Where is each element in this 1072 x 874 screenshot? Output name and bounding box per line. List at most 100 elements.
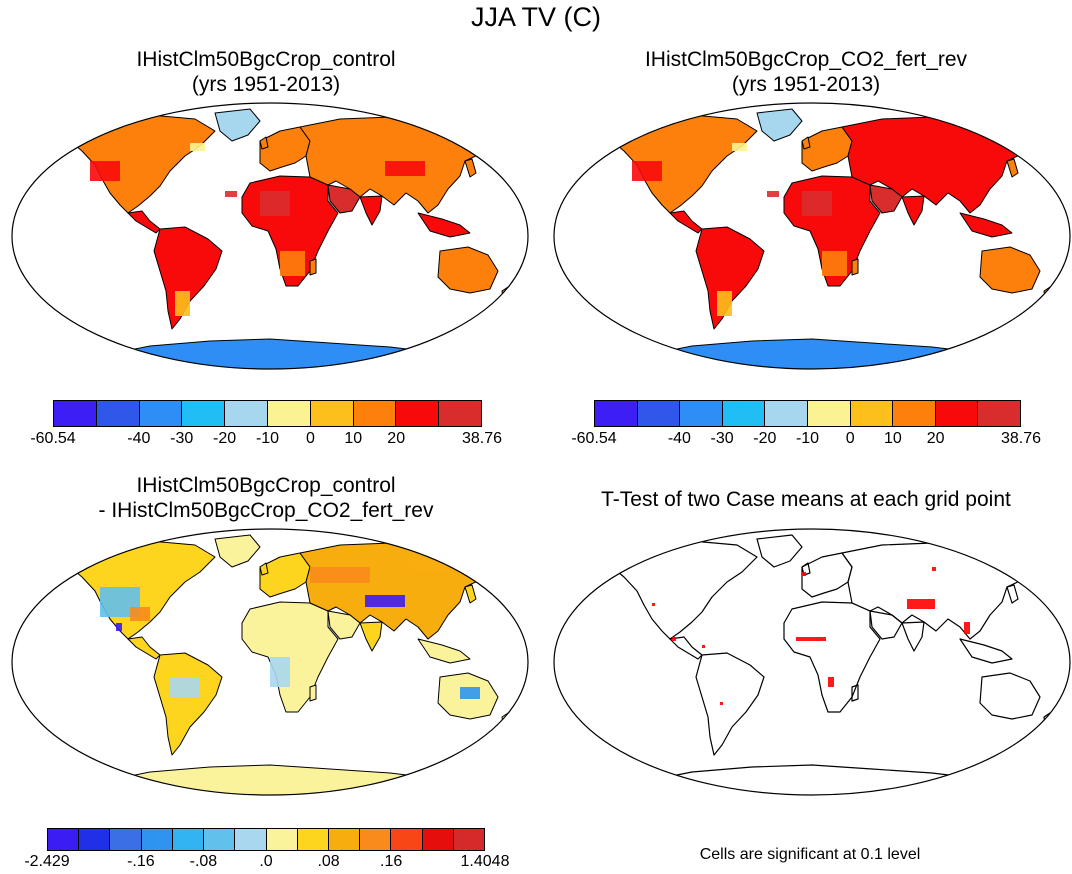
colorbar-tick-label: 20 — [387, 430, 406, 447]
colorbar-box — [267, 401, 311, 426]
colorbar-box — [722, 401, 766, 426]
colorbar-tick-label: .16 — [380, 853, 403, 870]
landmass-europe — [259, 126, 311, 172]
map-border — [11, 102, 529, 370]
landmass-europe — [259, 552, 311, 598]
colorbar-box — [182, 401, 226, 426]
landmass-antarctica — [631, 338, 1013, 369]
colorbar-tick-label: 38.76 — [1000, 430, 1042, 447]
colorbar-box — [893, 401, 936, 426]
landmass-madagascar — [851, 684, 859, 702]
colorbar-tick-label: 20 — [926, 430, 945, 447]
value-cell-cluster — [802, 191, 832, 216]
value-cell-cluster — [892, 161, 972, 181]
colorbar-control-labels: -60.54 -40 -30 -20 -10 0 10 20 38.76 — [30, 430, 502, 450]
landmass-india — [359, 621, 383, 652]
colorbar-box — [807, 401, 851, 426]
value-cell-cluster — [385, 161, 425, 176]
landmass-seasia — [417, 212, 471, 238]
significant-cell-cluster — [932, 567, 936, 571]
colorbar-box — [225, 401, 268, 426]
landmass-namerica — [609, 540, 758, 640]
landmass-camerica — [127, 636, 161, 660]
value-cell-cluster — [116, 623, 122, 631]
landmass-japan — [464, 584, 477, 604]
value-cell-cluster — [310, 567, 370, 583]
map-control — [11, 102, 529, 370]
colorbar-box — [850, 401, 894, 426]
map-co2 — [553, 102, 1071, 370]
landmass-arabia — [327, 610, 361, 640]
colorbar-box — [235, 829, 267, 850]
colorbar-box — [680, 401, 723, 426]
landmass-europe — [801, 552, 853, 598]
landmass-greenland — [756, 108, 803, 142]
significant-cell-cluster — [964, 622, 970, 634]
map-border — [553, 102, 1071, 370]
colorbar-tick-label: -30 — [710, 430, 734, 447]
landmass-japan — [464, 158, 477, 178]
value-cell-cluster — [632, 161, 662, 181]
landmass-australia — [437, 246, 499, 294]
colorbar-box — [935, 401, 979, 426]
colorbar-box — [204, 829, 236, 850]
colorbar-tick-label: -.16 — [127, 853, 155, 870]
map-border — [553, 528, 1071, 796]
landmass-antarctica — [631, 764, 1013, 795]
landmass-greenland — [214, 534, 261, 568]
colorbar-control — [53, 400, 482, 427]
colorbar-tick-label: -20 — [213, 430, 237, 447]
panel-title-co2-line1: IHistClm50BgcCrop_CO2_fert_rev — [644, 48, 968, 71]
value-cell-cluster — [365, 595, 405, 607]
colorbar-box — [453, 829, 485, 850]
significant-cell-cluster — [702, 645, 705, 648]
colorbar-box — [765, 401, 808, 426]
landmass-australia — [979, 672, 1041, 720]
colorbar-tick-label: -30 — [170, 430, 194, 447]
value-cell-cluster — [822, 251, 847, 276]
colorbar-tick-label: 0 — [845, 430, 855, 447]
colorbar-tick-label: -2.429 — [24, 853, 70, 870]
colorbar-tick-label: -10 — [255, 430, 280, 447]
significant-cell-cluster — [796, 637, 826, 641]
colorbar-co2-labels: -60.54 -40 -30 -20 -10 0 10 20 38.76 — [571, 430, 1041, 450]
landmass-samerica — [153, 652, 223, 756]
landmass-arabia — [869, 610, 903, 640]
value-cell-cluster — [460, 687, 480, 699]
value-cell-cluster — [90, 161, 120, 181]
colorbar-tick-label: 10 — [883, 430, 902, 447]
landmass-greenland — [214, 108, 261, 142]
colorbar-box — [141, 829, 173, 850]
colorbar-box — [79, 829, 111, 850]
value-cell-cluster — [170, 677, 200, 697]
colorbar-box — [353, 401, 397, 426]
value-cell-cluster — [260, 191, 290, 216]
panel-title-ttest: T-Test of two Case means at each grid po… — [601, 488, 1011, 511]
landmass-europe — [801, 126, 853, 172]
panel-title-co2: IHistClm50BgcCrop_CO2_fert_rev (yrs 1951… — [576, 47, 1036, 97]
landmass-camerica — [669, 636, 703, 660]
colorbar-tick-label: -60.54 — [30, 430, 76, 447]
colorbar-tick-label: -20 — [753, 430, 777, 447]
map-diff — [11, 528, 529, 796]
significant-cell-cluster — [652, 603, 655, 606]
colorbar-box — [637, 401, 681, 426]
landmass-uk — [259, 562, 269, 576]
landmass-namerica — [67, 540, 216, 640]
landmass-uk — [259, 136, 269, 150]
landmass-seasia — [959, 212, 1013, 238]
colorbar-tick-label: -10 — [795, 430, 820, 447]
landmass-arabia — [869, 184, 903, 214]
landmass-madagascar — [851, 258, 859, 276]
panel-title-co2-line2: (yrs 1951-2013) — [731, 73, 881, 96]
value-cell-cluster — [717, 291, 732, 316]
significant-cell-cluster — [720, 702, 723, 705]
landmass-greenland — [756, 534, 803, 568]
significant-cell-cluster — [802, 572, 806, 576]
value-cell-cluster — [190, 143, 205, 151]
colorbar-tick-label: -.08 — [189, 853, 218, 870]
landmass-samerica — [695, 652, 765, 756]
colorbar-tick-label: 38.76 — [461, 430, 503, 447]
landmass-madagascar — [309, 258, 317, 276]
colorbar-box — [595, 401, 638, 426]
